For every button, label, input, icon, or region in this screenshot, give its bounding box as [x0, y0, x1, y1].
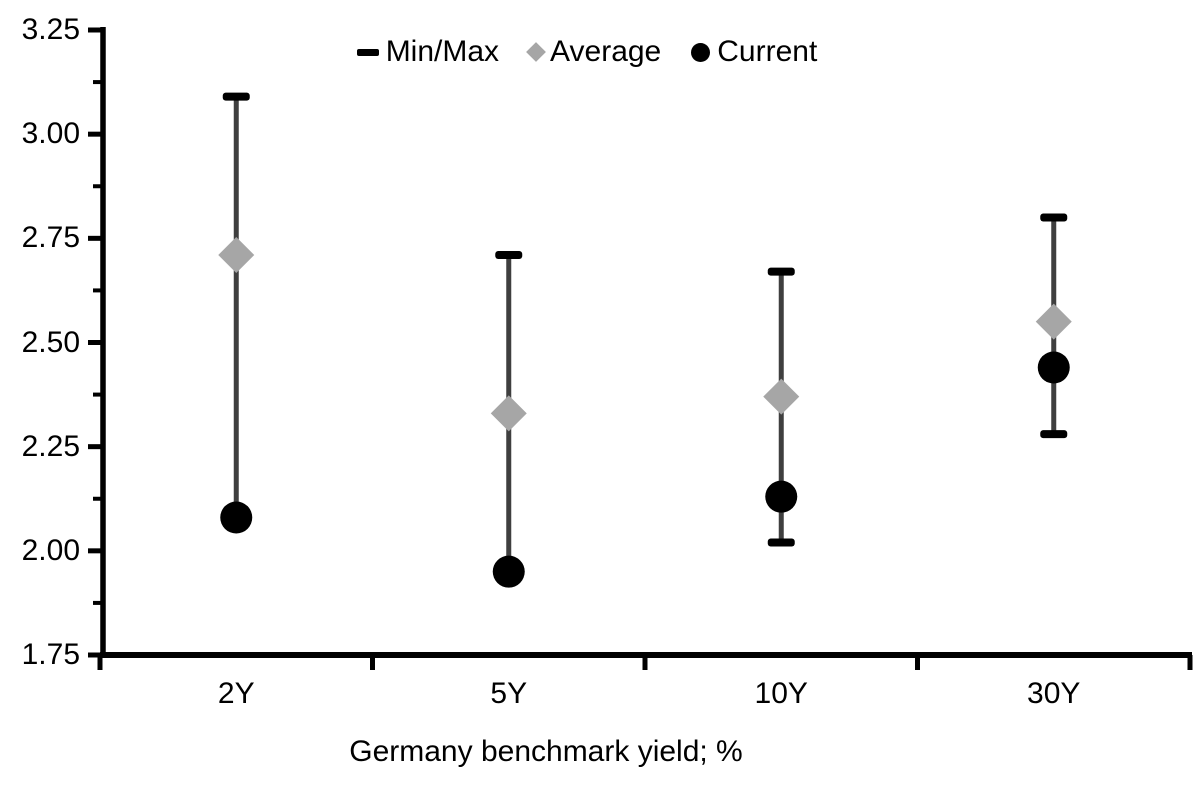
legend-item-minmax: Min/Max	[356, 35, 500, 69]
average-diamond	[218, 237, 255, 273]
average-diamond	[1035, 303, 1072, 340]
legend-item-average: Average	[526, 35, 662, 69]
y-tick-label: 2.00	[21, 533, 80, 567]
average-diamond	[490, 395, 527, 432]
average-diamond	[763, 378, 800, 415]
current-circle	[220, 501, 253, 534]
y-tick-label: 3.00	[21, 117, 80, 151]
current-circle-icon	[691, 42, 711, 62]
current-circle	[765, 480, 798, 513]
y-tick-label: 3.25	[21, 13, 80, 46]
current-circle	[1037, 351, 1070, 384]
max-cap	[222, 92, 250, 101]
legend-label-minmax: Min/Max	[385, 35, 500, 68]
x-tick-label: 30Y	[1027, 677, 1081, 710]
x-tick-label: 2Y	[217, 677, 255, 710]
minmax-dash-icon	[356, 48, 379, 56]
x-axis-title: Germany benchmark yield; %	[349, 735, 743, 768]
y-tick-label: 2.50	[21, 325, 80, 359]
y-tick-label: 2.25	[21, 429, 80, 463]
min-cap	[767, 538, 795, 547]
chart-legend: Min/Max Average Current	[0, 35, 1187, 69]
x-tick-label: 10Y	[754, 677, 808, 710]
legend-item-current: Current	[691, 35, 817, 69]
y-tick-label: 1.75	[21, 638, 80, 671]
legend-label-average: Average	[550, 35, 662, 68]
legend-label-current: Current	[717, 35, 818, 68]
x-tick-label: 5Y	[490, 677, 528, 710]
min-cap	[1040, 430, 1068, 439]
current-circle	[492, 555, 525, 588]
average-diamond-icon	[526, 42, 546, 62]
max-cap	[495, 251, 523, 259]
max-cap	[1040, 213, 1068, 222]
max-cap	[767, 267, 795, 276]
y-tick-label: 2.75	[21, 221, 80, 255]
